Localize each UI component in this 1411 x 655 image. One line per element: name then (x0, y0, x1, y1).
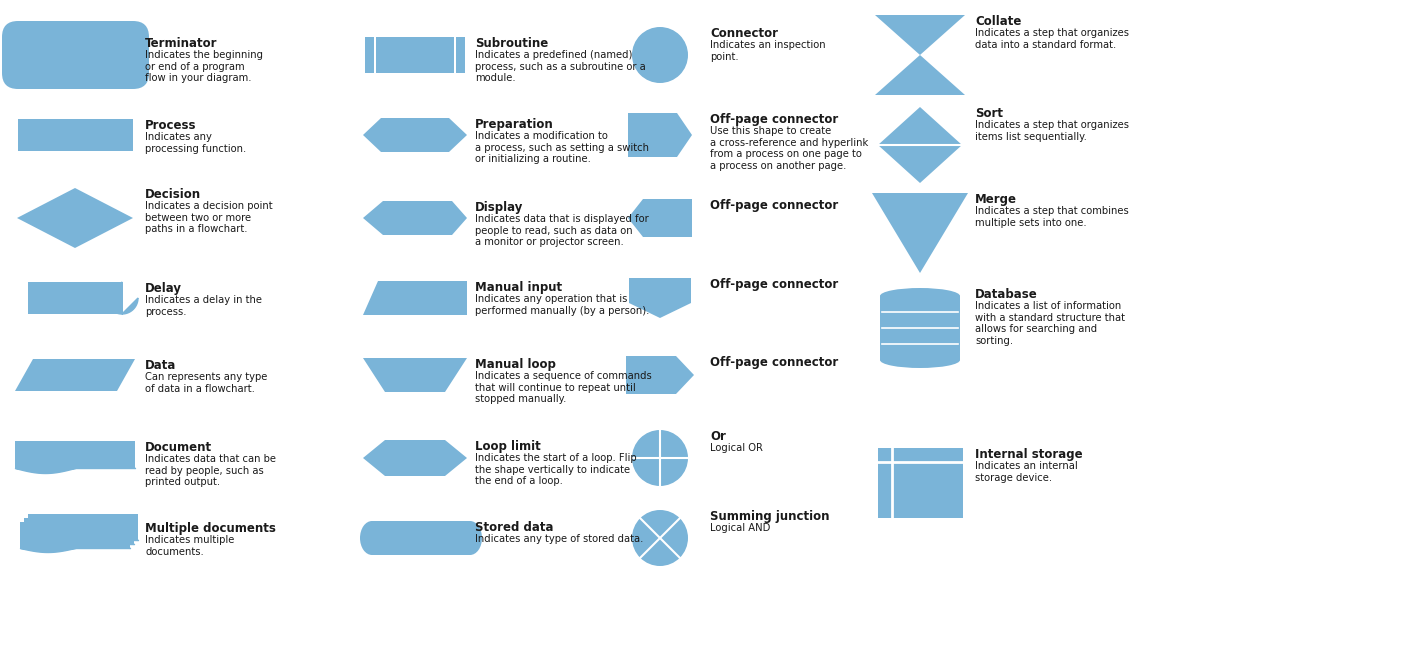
Text: Off-page connector: Off-page connector (710, 356, 838, 369)
Text: Off-page connector: Off-page connector (710, 199, 838, 212)
Text: Manual loop: Manual loop (476, 358, 556, 371)
Polygon shape (363, 201, 467, 235)
Bar (374, 37, 375, 73)
Polygon shape (872, 193, 968, 273)
Polygon shape (628, 199, 691, 237)
Text: Merge: Merge (975, 193, 1017, 206)
Bar (24, 518, 134, 544)
Polygon shape (628, 113, 691, 157)
Text: Indicates an internal
storage device.: Indicates an internal storage device. (975, 461, 1078, 483)
Text: Connector: Connector (710, 27, 777, 40)
Text: Or: Or (710, 430, 725, 443)
Text: Collate: Collate (975, 15, 1022, 28)
Ellipse shape (880, 288, 959, 304)
Text: Delay: Delay (145, 282, 182, 295)
Text: Indicates an inspection
point.: Indicates an inspection point. (710, 40, 825, 62)
Text: Preparation: Preparation (476, 118, 553, 131)
Text: Indicates a step that organizes
items list sequentially.: Indicates a step that organizes items li… (975, 120, 1129, 141)
Text: Indicates any
processing function.: Indicates any processing function. (145, 132, 247, 154)
Bar (18, 119, 133, 151)
Bar (28, 514, 138, 540)
Text: Indicates a list of information
with a standard structure that
allows for search: Indicates a list of information with a s… (975, 301, 1125, 346)
Polygon shape (363, 281, 467, 315)
Polygon shape (363, 358, 467, 392)
Text: Indicates a step that combines
multiple sets into one.: Indicates a step that combines multiple … (975, 206, 1129, 227)
Text: Indicates a step that organizes
data into a standard format.: Indicates a step that organizes data int… (975, 28, 1129, 50)
Circle shape (632, 27, 689, 83)
Polygon shape (629, 278, 691, 318)
Ellipse shape (459, 521, 483, 555)
Polygon shape (626, 356, 694, 394)
Text: Manual input: Manual input (476, 281, 562, 294)
Text: Indicates the start of a loop. Flip
the shape vertically to indicate
the end of : Indicates the start of a loop. Flip the … (476, 453, 636, 486)
Text: Indicates a modification to
a process, such as setting a switch
or initializing : Indicates a modification to a process, s… (476, 131, 649, 164)
Text: Indicates data that can be
read by people, such as
printed output.: Indicates data that can be read by peopl… (145, 454, 277, 487)
Text: Indicates a decision point
between two or more
paths in a flowchart.: Indicates a decision point between two o… (145, 201, 272, 234)
Polygon shape (875, 55, 965, 95)
Text: Document: Document (145, 441, 212, 454)
Text: Indicates multiple
documents.: Indicates multiple documents. (145, 535, 234, 557)
Text: Indicates a predefined (named)
process, such as a subroutine or a
module.: Indicates a predefined (named) process, … (476, 50, 646, 83)
Text: Indicates any operation that is
performed manually (by a person).: Indicates any operation that is performe… (476, 294, 649, 316)
Bar (454, 37, 456, 73)
Circle shape (632, 510, 689, 566)
Text: Indicates the beginning
or end of a program
flow in your diagram.: Indicates the beginning or end of a prog… (145, 50, 262, 83)
Bar (16, 441, 135, 468)
Text: Indicates data that is displayed for
people to read, such as data on
a monitor o: Indicates data that is displayed for peo… (476, 214, 649, 247)
Polygon shape (363, 118, 467, 152)
Bar (878, 448, 962, 518)
Text: Summing junction: Summing junction (710, 510, 830, 523)
Text: Display: Display (476, 201, 523, 214)
Polygon shape (17, 188, 133, 248)
Text: Database: Database (975, 288, 1037, 301)
Polygon shape (16, 359, 135, 391)
Polygon shape (878, 107, 962, 183)
Polygon shape (363, 440, 467, 476)
Bar (880, 296, 959, 360)
Text: Data: Data (145, 359, 176, 372)
Bar (373, 521, 470, 555)
Text: Process: Process (145, 119, 196, 132)
Circle shape (632, 430, 689, 486)
Text: Subroutine: Subroutine (476, 37, 549, 50)
Text: Off-page connector: Off-page connector (710, 113, 838, 126)
Text: Loop limit: Loop limit (476, 440, 540, 453)
Text: Terminator: Terminator (145, 37, 217, 50)
Text: Stored data: Stored data (476, 521, 553, 534)
Text: Use this shape to create
a cross-reference and hyperlink
from a process on one p: Use this shape to create a cross-referen… (710, 126, 868, 171)
Text: Internal storage: Internal storage (975, 448, 1082, 461)
FancyBboxPatch shape (1, 21, 150, 89)
Polygon shape (875, 15, 965, 55)
Text: Sort: Sort (975, 107, 1003, 120)
Bar (20, 522, 130, 548)
Text: Indicates any type of stored data.: Indicates any type of stored data. (476, 534, 643, 544)
Polygon shape (106, 282, 138, 314)
Text: Multiple documents: Multiple documents (145, 522, 277, 535)
Bar (365, 37, 466, 73)
Text: Logical OR: Logical OR (710, 443, 763, 453)
Text: Can represents any type
of data in a flowchart.: Can represents any type of data in a flo… (145, 372, 267, 394)
Bar (28, 282, 123, 314)
Text: Decision: Decision (145, 188, 202, 201)
Text: Off-page connector: Off-page connector (710, 278, 838, 291)
Ellipse shape (880, 352, 959, 368)
Text: Logical AND: Logical AND (710, 523, 770, 533)
Text: Indicates a sequence of commands
that will continue to repeat until
stopped manu: Indicates a sequence of commands that wi… (476, 371, 652, 404)
Ellipse shape (360, 521, 384, 555)
Text: Indicates a delay in the
process.: Indicates a delay in the process. (145, 295, 262, 316)
